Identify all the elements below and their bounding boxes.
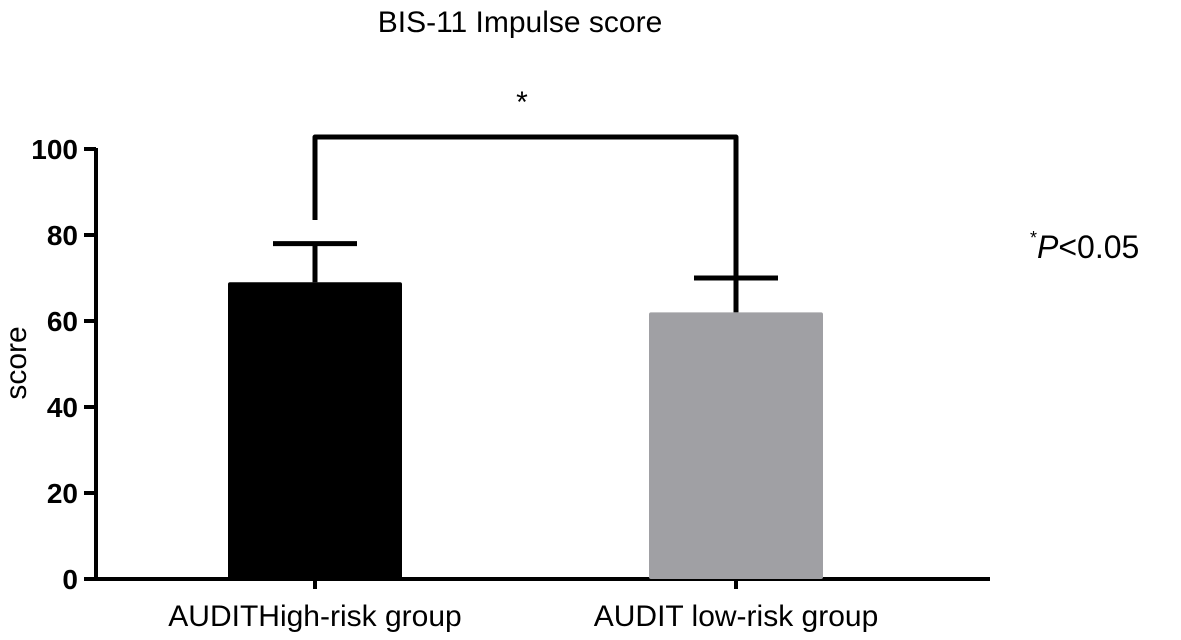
y-tick-label: 100: [31, 134, 78, 165]
p-threshold: <0.05: [1058, 229, 1140, 265]
y-tick-label: 60: [47, 306, 78, 337]
p-star: *: [1030, 228, 1038, 248]
y-tick-label: 20: [47, 478, 78, 509]
significance-star: *: [516, 86, 528, 119]
p-value-note: *P<0.05: [1030, 228, 1139, 266]
significance-bracket: [312, 134, 739, 278]
y-tick-label: 80: [47, 220, 78, 251]
p-label: P: [1037, 229, 1059, 265]
y-tick-label: 0: [62, 564, 78, 595]
bar-1: [228, 282, 402, 579]
y-tick-label: 40: [47, 392, 78, 423]
bar-2: [649, 312, 823, 579]
y-axis-label: score: [0, 326, 33, 399]
chart-title: BIS-11 Impulse score: [378, 6, 663, 39]
x-tick-label: AUDITHigh-risk group: [168, 600, 461, 633]
x-tick-label: AUDIT low-risk group: [594, 600, 879, 633]
